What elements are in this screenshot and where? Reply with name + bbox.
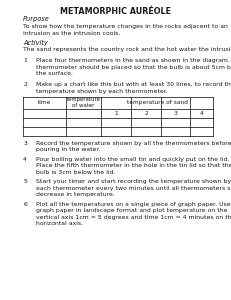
Text: 1: 1 bbox=[23, 58, 27, 63]
Text: temperature of sand: temperature of sand bbox=[126, 100, 187, 105]
Text: each thermometer every two minutes until all thermometers show a: each thermometer every two minutes until… bbox=[36, 186, 231, 190]
Text: 6: 6 bbox=[23, 202, 27, 206]
Text: The sand represents the country rock and the hot water the intrusion.: The sand represents the country rock and… bbox=[23, 47, 231, 52]
Text: intrusion as the intrusion cools.: intrusion as the intrusion cools. bbox=[23, 31, 120, 35]
Text: time: time bbox=[38, 100, 51, 105]
Text: 5: 5 bbox=[23, 179, 27, 184]
Text: graph paper in landscape format and plot temperature on the: graph paper in landscape format and plot… bbox=[36, 208, 226, 213]
Text: 1: 1 bbox=[114, 111, 117, 116]
Text: bulb is 3cm below the lid.: bulb is 3cm below the lid. bbox=[36, 170, 115, 175]
Text: 3: 3 bbox=[173, 111, 177, 116]
Text: Make up a chart like this but with at least 30 lines, to record the: Make up a chart like this but with at le… bbox=[36, 82, 231, 87]
Text: decrease in temperature.: decrease in temperature. bbox=[36, 192, 114, 197]
Text: the surface.: the surface. bbox=[36, 71, 73, 76]
Text: thermometer should be placed so that the bulb is about 5cm below: thermometer should be placed so that the… bbox=[36, 64, 231, 70]
Text: Activity: Activity bbox=[23, 40, 48, 46]
Text: 2: 2 bbox=[144, 111, 147, 116]
Text: pouring in the water.: pouring in the water. bbox=[36, 147, 100, 152]
Text: METAMORPHIC AURÉOLE: METAMORPHIC AURÉOLE bbox=[60, 8, 171, 16]
Text: Start your timer and start recording the temperature shown by: Start your timer and start recording the… bbox=[36, 179, 230, 184]
Text: Place four thermometers in the sand as shown in the diagram. Each: Place four thermometers in the sand as s… bbox=[36, 58, 231, 63]
Text: Plot all the temperatures on a single piece of graph paper. Use the: Plot all the temperatures on a single pi… bbox=[36, 202, 231, 206]
Text: 4: 4 bbox=[199, 111, 203, 116]
Text: Pour boiling water into the small tin and quickly put on the lid.: Pour boiling water into the small tin an… bbox=[36, 157, 228, 161]
Text: 3: 3 bbox=[23, 141, 27, 146]
Text: vertical axis 1cm = 5 degrees and time 1cm = 4 minutes on the: vertical axis 1cm = 5 degrees and time 1… bbox=[36, 215, 231, 220]
Text: Place the fifth thermometer in the hole in the tin lid so that the: Place the fifth thermometer in the hole … bbox=[36, 163, 231, 168]
Text: temperature
of water: temperature of water bbox=[66, 98, 100, 108]
Text: To show how the temperature changes in the rocks adjacent to an: To show how the temperature changes in t… bbox=[23, 24, 227, 28]
Text: Record the temperature shown by all the thermometers before: Record the temperature shown by all the … bbox=[36, 141, 231, 146]
Text: temperature shown by each thermometer.: temperature shown by each thermometer. bbox=[36, 89, 167, 94]
Text: 2: 2 bbox=[23, 82, 27, 87]
Text: Purpose: Purpose bbox=[23, 16, 50, 22]
Text: horizontal axis.: horizontal axis. bbox=[36, 221, 83, 226]
Text: 4: 4 bbox=[23, 157, 27, 161]
